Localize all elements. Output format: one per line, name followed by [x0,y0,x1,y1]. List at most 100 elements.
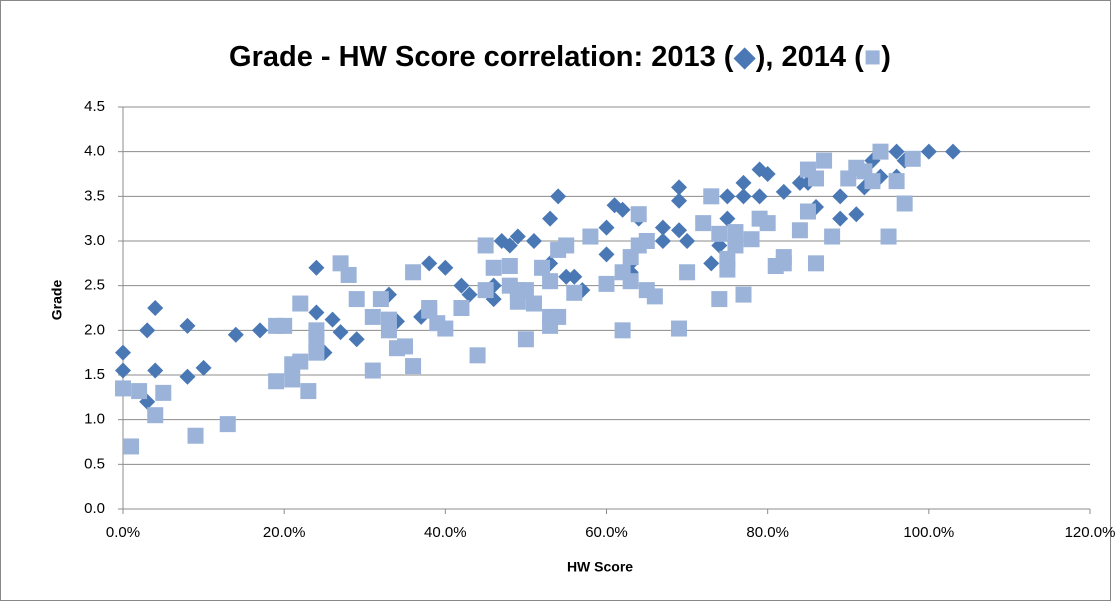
diamond-point [654,219,671,236]
square-point [614,322,631,339]
square-point [743,231,760,248]
square-point [671,320,688,337]
diamond-point [920,143,937,160]
square-point [380,322,397,339]
square-point [308,344,325,361]
diamond-point [775,183,792,200]
square-point [292,295,309,312]
square-point [679,264,696,281]
diamond-point [703,255,720,272]
y-tick-label: 0.5 [84,455,105,472]
diamond-point [558,268,575,285]
diamond-point [671,179,688,196]
diamond-point [437,259,454,276]
y-tick-label: 3.0 [84,232,105,249]
square-point [880,228,897,245]
y-tick-label: 2.5 [84,277,105,294]
diamond-point [791,174,808,191]
diamond-point [550,188,567,205]
diamond-point [598,219,615,236]
diamond-point [945,143,962,160]
square-point [816,152,833,169]
x-tick-label: 40.0% [424,524,467,541]
y-tick-label: 3.5 [84,187,105,204]
diamond-point [115,362,131,379]
chart-title: Grade - HW Score correlation: 2013 (◆), … [229,41,891,73]
y-tick-label: 0.0 [84,500,105,517]
square-point [477,237,494,254]
square-point [598,275,615,292]
diamond-point [735,188,752,205]
square-point [292,353,309,370]
diamond-point [679,233,696,249]
square-point [517,282,534,299]
square-point [372,291,389,308]
square-point [703,188,720,205]
diamond-point [671,192,688,209]
square-point [791,222,808,239]
diamond-point [324,311,341,328]
diamond-point [332,324,349,341]
diamond-point [461,286,478,303]
y-tick-label: 1.0 [84,411,105,428]
x-tick-label: 60.0% [585,524,628,541]
square-point [340,266,357,283]
square-point [534,259,551,276]
diamond-point [509,228,526,245]
square-point [131,383,148,400]
square-point [719,261,736,278]
diamond-point [147,300,164,316]
square-point [824,228,841,245]
square-point [348,291,365,308]
diamond-point [759,166,776,182]
y-tick-label: 4.0 [84,143,105,160]
x-tick-label: 120.0% [1065,524,1116,541]
x-tick-label: 100.0% [903,524,954,541]
square-point [566,284,583,301]
square-point [727,237,744,254]
square-point [582,228,599,245]
square-point [558,237,575,254]
square-point [864,173,881,190]
y-tick-label: 4.5 [84,98,105,115]
diamond-point [832,188,849,205]
square-point [550,308,567,325]
diamond-point [888,143,905,160]
square-point [364,362,381,379]
diamond-point [501,237,518,254]
square-point [300,383,317,400]
y-axis-label: Grade [49,280,65,321]
diamond-point [179,368,196,385]
square-point [525,295,542,312]
diamond-point [719,210,736,227]
x-axis-label: HW Score [567,559,633,575]
square-point [735,286,752,303]
diamond-point [348,331,365,348]
square-point [469,347,486,364]
diamond-point [598,246,615,263]
diamond-point [195,359,212,376]
x-tick-label: 0.0% [106,524,140,541]
diamond-point [614,201,631,218]
square-point [453,300,470,316]
diamond-point [832,210,849,227]
square-point [759,215,776,232]
square-point [808,255,825,272]
square-point [421,302,438,319]
square-point [123,438,140,455]
y-tick-label: 2.0 [84,321,105,338]
diamond-point [542,210,559,227]
square-point [517,331,534,348]
square-point [147,407,164,424]
diamond-point [227,326,244,343]
diamond-point [566,268,583,285]
diamond-point [525,233,542,249]
diamond-point [735,174,752,191]
x-tick-label: 20.0% [263,524,306,541]
diamond-point [308,259,325,276]
square-point [115,380,131,397]
square-point [405,358,422,375]
square-point [775,249,792,266]
